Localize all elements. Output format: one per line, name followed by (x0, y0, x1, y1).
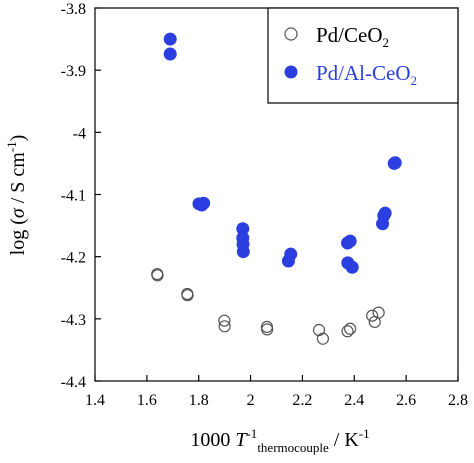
data-points (151, 32, 402, 345)
data-point-series-2 (388, 156, 402, 170)
legend-box (267, 7, 459, 104)
data-point-series-2 (197, 196, 211, 210)
data-point-series-1 (181, 289, 194, 302)
data-point-series-1 (366, 309, 379, 322)
data-point-series-2 (236, 222, 250, 236)
y-tick-label: -4.4 (61, 374, 86, 391)
data-point-series-1 (312, 323, 326, 337)
data-point-series-1 (372, 306, 385, 319)
legend-marker-series-2 (284, 65, 298, 79)
data-point-series-2 (236, 245, 250, 259)
data-point-series-1 (316, 332, 330, 345)
x-tick-label: 2 (247, 392, 255, 409)
x-tick-label: 2.2 (292, 392, 312, 409)
y-tick-label: -3.8 (61, 1, 86, 18)
data-point-series-2 (163, 32, 177, 46)
y-tick-label: -4.2 (61, 250, 86, 267)
y-axis-title: log (σ / S cm-1) (4, 135, 29, 256)
x-tick-label: 1.8 (189, 392, 209, 409)
y-axis-ticks: -3.8 -3.9 -4 -4.1 -4.2 -4.3 -4.4 (61, 1, 101, 391)
x-tick-label: 2.8 (448, 392, 468, 409)
y-tick-label: -3.9 (61, 63, 86, 80)
data-point-series-2 (163, 47, 177, 61)
data-point-series-1 (151, 269, 164, 282)
data-point-series-2 (284, 247, 298, 261)
data-point-series-1 (218, 314, 231, 327)
legend-label-series-1: Pd/CeO2 (316, 23, 389, 50)
data-point-series-2 (343, 234, 357, 248)
legend-marker-series-1 (284, 27, 298, 41)
data-point-series-1 (260, 320, 274, 334)
x-tick-label: 1.4 (85, 392, 105, 409)
data-point-series-1 (344, 322, 357, 335)
data-point-series-1 (341, 325, 354, 338)
legend-label-series-2: Pd/Al-CeO2 (316, 61, 417, 88)
legend: Pd/CeO2 Pd/Al-CeO2 (267, 7, 459, 104)
data-point-series-1 (261, 323, 274, 336)
y-tick-label: -4.3 (61, 312, 86, 329)
y-tick-label: -4 (73, 125, 86, 142)
data-point-series-2 (378, 206, 392, 220)
x-tick-label: 2.4 (344, 392, 364, 409)
x-axis-ticks: 1.4 1.6 1.8 2 2.2 2.4 2.6 2.8 (85, 375, 468, 409)
x-tick-label: 1.6 (137, 392, 157, 409)
x-axis-title: 1000 T-1thermocouple / K-1 (190, 426, 369, 455)
data-point-series-1 (218, 320, 231, 333)
x-tick-label: 2.6 (396, 392, 416, 409)
data-point-series-2 (345, 260, 359, 274)
y-tick-label: -4.1 (61, 188, 86, 205)
